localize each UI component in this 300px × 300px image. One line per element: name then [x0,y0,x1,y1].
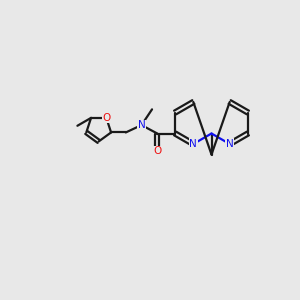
Text: N: N [226,139,234,149]
Text: O: O [153,146,161,156]
Text: N: N [138,120,146,130]
Text: O: O [102,113,110,123]
Text: N: N [189,139,197,149]
